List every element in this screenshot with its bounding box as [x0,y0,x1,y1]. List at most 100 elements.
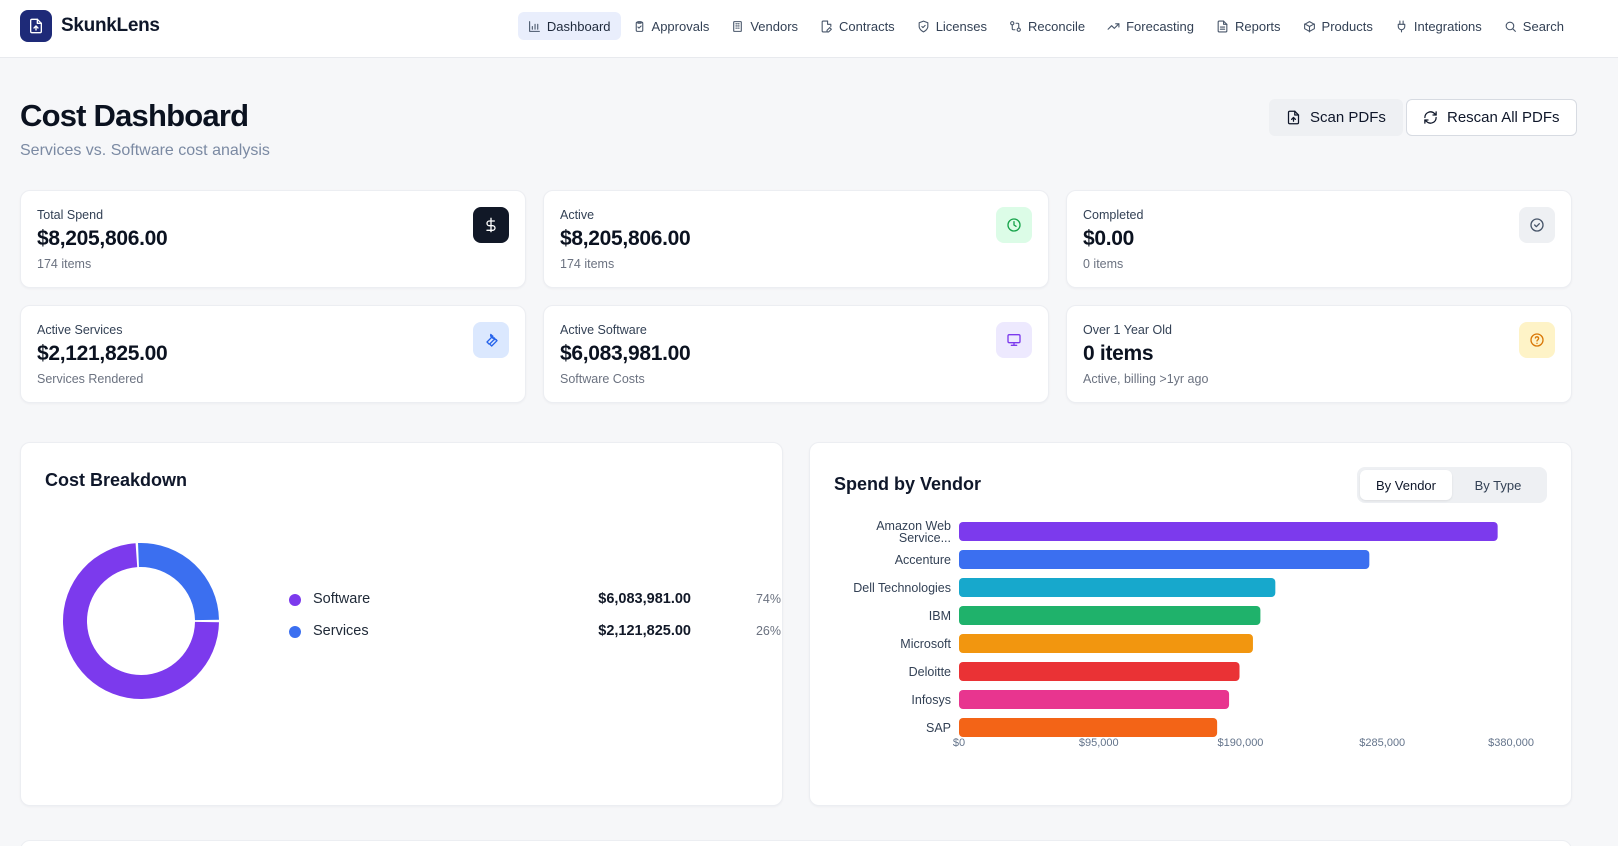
spend-by-vendor-title: Spend by Vendor [834,474,982,494]
legend-pct: 26% [755,624,781,638]
legend-amount: $2,121,825.00 [598,623,691,639]
dollar-icon [473,207,509,243]
nav-label: Forecasting [1126,18,1195,34]
legend-pct: 74% [755,592,781,606]
legend-row-software: Software $6,083,981.00 74% [289,589,781,611]
bar-ibm[interactable] [959,606,1261,625]
stat-label: Active [560,208,595,222]
package-icon [1303,20,1315,32]
stat-card-total-spend: Total Spend $8,205,806.00 174 items [20,190,526,288]
scan-pdfs-label: Scan PDFs [1310,109,1386,126]
bar-amazon-web-service[interactable] [959,522,1498,541]
vendor-label: Deloitte [909,665,951,679]
scan-pdfs-button[interactable]: Scan PDFs [1269,99,1403,136]
stat-label: Completed [1083,208,1144,222]
by-vendor-toggle[interactable]: By Vendor [1360,470,1452,500]
nav-item-reconcile[interactable]: Reconcile [999,12,1095,40]
nav-label: Products [1321,18,1373,34]
wrench-icon [473,322,509,358]
nav-item-forecasting[interactable]: Forecasting [1097,12,1204,40]
nav-item-search[interactable]: Search [1494,12,1574,40]
nav-item-integrations[interactable]: Integrations [1385,12,1492,40]
stat-label: Total Spend [37,208,104,222]
cost-breakdown-title: Cost Breakdown [45,470,188,490]
nav-label: Approvals [651,18,710,34]
stat-card-over-1-year-old: Over 1 Year Old 0 items Active, billing … [1066,305,1572,403]
stat-value: $8,205,806.00 [37,227,168,250]
donut-slice-software[interactable] [63,543,219,699]
nav-item-contracts[interactable]: Contracts [810,12,905,40]
rescan-all-pdfs-button[interactable]: Rescan All PDFs [1406,99,1577,136]
view-toggle: By Vendor By Type [1357,467,1547,503]
nav-item-vendors[interactable]: Vendors [721,12,808,40]
spend-by-vendor-bar-chart: Amazon Web Service... Accenture Dell Techno… [853,519,1534,749]
check-circle-icon [1519,207,1555,243]
file-upload-logo-icon [20,10,52,42]
vendor-label: Microsoft [900,637,951,651]
clock-icon [996,207,1032,243]
nav-label: Reconcile [1028,18,1086,34]
vendor-label: Accenture [895,553,951,567]
main-nav: Dashboard Approvals Vendors Contracts Li… [517,12,1574,40]
refresh-icon [1424,111,1437,124]
bar-sap[interactable] [959,718,1218,737]
bar-microsoft[interactable] [959,634,1253,653]
spend-by-vendor-panel: Spend by Vendor By Vendor By Type Amazon… [809,442,1572,806]
app-name: SkunkLens [61,15,160,36]
plug-icon [1397,20,1406,32]
bar-infosys[interactable] [959,690,1230,709]
bar-dell-technologies[interactable] [959,578,1276,597]
rescan-all-pdfs-label: Rescan All PDFs [1447,109,1560,126]
stat-card-active: Active $8,205,806.00 174 items [543,190,1049,288]
stat-sub: Services Rendered [37,372,144,386]
nav-label: Contracts [839,18,895,34]
page-subtitle: Services vs. Software cost analysis [20,142,270,159]
nav-label: Search [1522,18,1564,34]
stat-sub: Software Costs [560,372,645,386]
bar-deloitte[interactable] [959,662,1240,681]
stat-card-active-software: Active Software $6,083,981.00 Software C… [543,305,1049,403]
file-upload-icon [1287,110,1300,125]
vendor-label: SAP [926,721,951,735]
x-tick-label: $380,000 [1488,737,1534,749]
stat-sub: 174 items [560,257,615,271]
monitor-icon [996,322,1032,358]
donut-slice-services[interactable] [138,543,219,621]
vendor-label: Dell Technologies [853,581,951,595]
legend-name: Services [313,623,369,639]
nav-item-dashboard[interactable]: Dashboard [517,12,621,40]
help-circle-icon [1519,322,1555,358]
stat-label: Over 1 Year Old [1083,323,1172,337]
cost-breakdown-donut-chart [63,543,219,699]
next-panel [20,840,1572,846]
x-tick-label: $95,000 [1079,737,1119,749]
legend-dot [289,594,301,606]
file-text-icon [1217,20,1228,32]
stat-sub: 0 items [1083,257,1124,271]
bar-accenture[interactable] [959,550,1370,569]
nav-label: Integrations [1413,18,1482,34]
page-title: Cost Dashboard [20,98,249,133]
nav-item-reports[interactable]: Reports [1206,12,1291,40]
stat-value: $8,205,806.00 [560,227,691,250]
nav-item-licenses[interactable]: Licenses [907,12,997,40]
stat-card-completed: Completed $0.00 0 items [1066,190,1572,288]
nav-label: Vendors [750,18,799,34]
nav-item-approvals[interactable]: Approvals [623,12,720,40]
legend-name: Software [313,591,371,607]
git-compare-icon [1010,20,1021,32]
by-type-toggle[interactable]: By Type [1474,477,1522,493]
top-navigation-bar: SkunkLens Dashboard Approvals Vendors Co… [0,0,1618,58]
brand[interactable]: SkunkLens [20,10,160,42]
stat-value: 0 items [1083,342,1154,365]
stat-value: $6,083,981.00 [560,342,691,365]
vendor-label: Infosys [911,693,951,707]
x-tick-label: $190,000 [1218,737,1264,749]
cost-breakdown-panel: Cost Breakdown Software $6,083,981.00 74… [20,442,783,806]
nav-item-products[interactable]: Products [1293,12,1383,40]
legend-dot [289,626,301,638]
stat-value: $2,121,825.00 [37,342,168,365]
stat-label: Active Services [37,323,123,337]
stat-value: $0.00 [1083,227,1135,250]
stat-card-active-services: Active Services $2,121,825.00 Services R… [20,305,526,403]
